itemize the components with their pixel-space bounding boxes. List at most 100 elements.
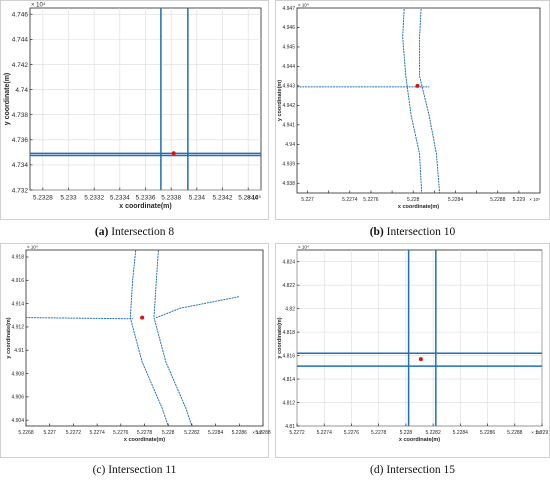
y-tick-label: 4.81 xyxy=(285,424,295,430)
y-tick-label: 4.734 xyxy=(12,162,29,169)
y-tick-label: 4.943 xyxy=(282,84,295,90)
y-tick-label: 4.939 xyxy=(282,162,295,168)
x-tick-label: 5.2338 xyxy=(161,195,181,202)
caption-intersection-11: (c) Intersection 11 xyxy=(0,464,269,476)
y-tick-label: 4.912 xyxy=(11,325,24,331)
intersection-point xyxy=(140,315,145,320)
y-tick-label: 4.746 xyxy=(12,12,29,19)
y-tick-label: 4.82 xyxy=(285,306,295,312)
x-tick-label: 5.2282 xyxy=(184,430,200,436)
x-tick-label: 5.2328 xyxy=(33,195,53,202)
intersection-point xyxy=(415,83,420,88)
y-tick-label: 4.944 xyxy=(282,64,295,70)
x-tick-label: 5.2274 xyxy=(317,430,333,436)
x-tick-label: 5.229 xyxy=(513,197,526,203)
panel-intersection-8: 5.2328 5.233 5.2332 5.2334 5.2336 5.2338 5.234… xyxy=(0,0,269,220)
y-tick-label: 4.918 xyxy=(11,255,24,261)
road-points-group xyxy=(297,8,441,193)
road-points xyxy=(129,250,169,426)
intersection-point xyxy=(171,151,176,156)
x-exponent-label: × 10⁵ xyxy=(247,195,262,202)
y-tick-label: 4.742 xyxy=(12,62,29,69)
x-tick-label: 5.2288 xyxy=(507,430,523,436)
plot-area xyxy=(296,249,543,427)
x-tick-label: 5.2342 xyxy=(213,195,233,202)
x-tick-label: 5.2334 xyxy=(110,195,130,202)
road-points xyxy=(26,317,134,320)
y-axis-label: y coordinate(m) xyxy=(6,317,12,358)
x-tick-label: 5.2272 xyxy=(66,430,82,436)
x-tick-label: 5.2288 xyxy=(255,430,271,436)
y-exponent-label: × 10⁴ xyxy=(298,245,309,250)
scatter-chart-intersection-8: 5.2328 5.233 5.2332 5.2334 5.2336 5.2338 5.234… xyxy=(0,0,269,220)
road-points xyxy=(419,8,441,193)
y-tick-label: 4.74 xyxy=(15,87,28,94)
y-tick-label: 4.738 xyxy=(12,112,29,119)
y-tick-label: 4.816 xyxy=(282,353,295,359)
caption-label: (c) xyxy=(92,464,106,476)
x-tick-label: 5.229 xyxy=(536,430,549,436)
y-tick-label: 4.946 xyxy=(282,25,295,31)
road-points xyxy=(155,296,240,319)
road-points xyxy=(153,250,193,426)
x-axis-label: x coordinate(m) xyxy=(399,437,440,443)
x-tick-label: 5.2278 xyxy=(371,430,387,436)
x-tick-label: 5.228 xyxy=(400,430,413,436)
caption-text: Intersection 15 xyxy=(383,464,455,476)
x-tick-label: 5.228 xyxy=(162,430,175,436)
x-tick-label: 5.2336 xyxy=(136,195,156,202)
x-tick-label: 5.2276 xyxy=(113,430,129,436)
x-tick-label: 5.2272 xyxy=(289,430,305,436)
caption-label: (b) xyxy=(369,226,384,238)
road-points xyxy=(402,8,423,193)
x-tick-label: 5.2284 xyxy=(448,197,464,203)
y-tick-label: 4.91 xyxy=(14,348,24,354)
y-tick-label: 4.736 xyxy=(12,137,29,144)
x-tick-label: 5.2288 xyxy=(490,197,506,203)
scatter-chart-intersection-11: 5.2268 5.227 5.2272 5.2274 5.2276 5.2278 5.228… xyxy=(0,243,271,458)
y-axis-label: y coordinate(m) xyxy=(4,73,11,126)
road-points-group xyxy=(26,250,240,426)
plot-area xyxy=(296,7,541,194)
x-tick-label: 5.2278 xyxy=(137,430,153,436)
y-axis-label: y coordinate(m) xyxy=(277,80,283,121)
x-tick-label: 5.2286 xyxy=(232,430,248,436)
x-tick-label: 5.227 xyxy=(301,197,314,203)
x-tick-label: 5.2344 xyxy=(238,195,258,202)
panel-intersection-11: 5.2268 5.227 5.2272 5.2274 5.2276 5.2278 5.228… xyxy=(0,243,271,458)
x-tick-label: 5.233 xyxy=(60,195,77,202)
x-axis-label: x coordinate(m) xyxy=(398,204,439,210)
caption-label: (a) xyxy=(94,226,109,238)
scatter-chart-intersection-10: 5.227 5.2274 5.2276 5.228 5.2284 5.2288 5.229 4… xyxy=(275,0,550,220)
y-tick-label: 4.94 xyxy=(285,142,295,148)
x-tick-label: 5.2332 xyxy=(84,195,104,202)
y-tick-label: 4.908 xyxy=(11,371,24,377)
road-points-group xyxy=(297,250,542,426)
caption-intersection-8: (a) Intersection 8 xyxy=(0,226,269,238)
x-tick-label: 5.2276 xyxy=(363,197,379,203)
y-tick-label: 4.812 xyxy=(282,400,295,406)
y-exponent-label: × 10⁴ xyxy=(31,2,46,9)
y-exponent-label: × 10⁴ xyxy=(27,245,38,250)
panel-intersection-10: 5.227 5.2274 5.2276 5.228 5.2284 5.2288 5.229 4… xyxy=(275,0,550,220)
y-tick-label: 4.916 xyxy=(11,278,24,284)
intersection-point xyxy=(418,357,423,362)
x-tick-label: 5.2286 xyxy=(480,430,496,436)
y-tick-label: 4.938 xyxy=(282,181,295,187)
road-points-group xyxy=(30,8,261,190)
x-axis-label: x coordinate(m) xyxy=(124,437,165,443)
x-exponent-label: × 10⁵ xyxy=(531,430,542,435)
y-tick-label: 4.732 xyxy=(12,187,29,194)
x-tick-label: 5.234 xyxy=(189,195,206,202)
y-tick-label: 4.744 xyxy=(12,37,29,44)
x-tick-label: 5.2274 xyxy=(342,197,358,203)
y-tick-label: 4.824 xyxy=(282,259,295,265)
x-axis-label: x coordinate(m) xyxy=(119,203,172,210)
y-tick-label: 4.914 xyxy=(11,301,24,307)
scatter-chart-intersection-15: 5.2272 5.2274 5.2276 5.2278 5.228 5.2282 5.228… xyxy=(275,243,550,458)
caption-intersection-10: (b) Intersection 10 xyxy=(275,226,550,238)
x-tick-label: 5.2274 xyxy=(89,430,105,436)
y-tick-label: 4.818 xyxy=(282,330,295,336)
x-tick-label: 5.2282 xyxy=(425,430,441,436)
caption-label: (d) xyxy=(370,464,384,476)
